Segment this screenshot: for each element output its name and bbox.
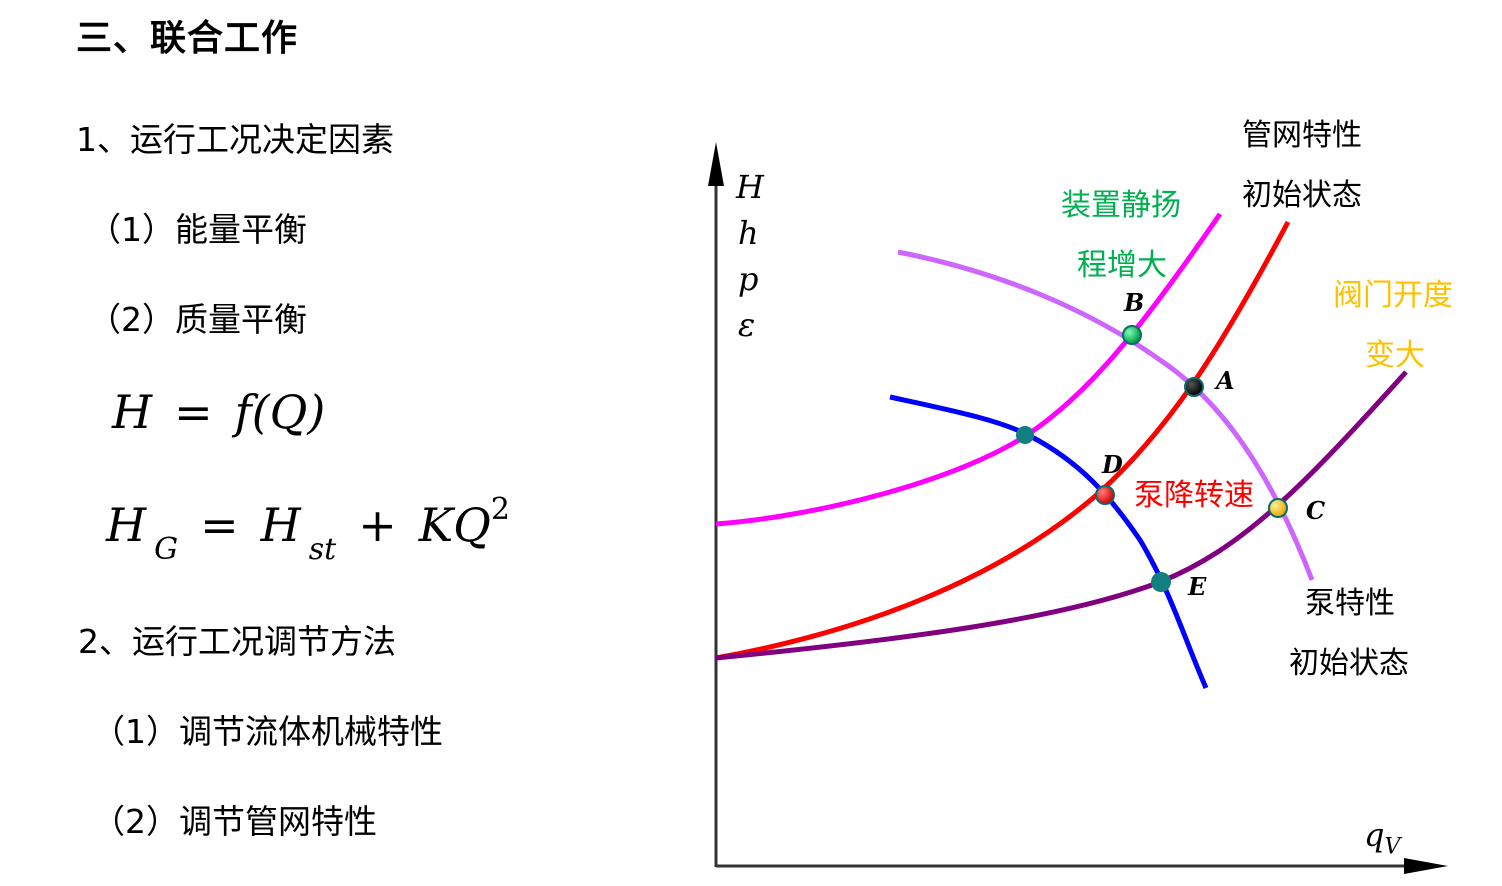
formula1-equals: = [174, 385, 213, 439]
formula-pump-characteristic: H = f(Q) [112, 384, 325, 440]
curve-pipe-valve-opened [715, 370, 1408, 661]
y-axis-label-p: p [738, 260, 759, 298]
formula2-equals: = [200, 498, 239, 552]
page-title: 三、联合工作 [76, 18, 299, 59]
formula2-term1-sub: st [308, 532, 337, 567]
formula1-lhs: H [112, 385, 153, 439]
point-e-label: E [1188, 572, 1207, 601]
y-axis-label-H: H [736, 168, 764, 206]
label-valve-line1: 阀门开度 [1333, 278, 1453, 313]
label-static-head-line2: 程增大 [1077, 248, 1167, 283]
y-axis-label-epsilon: ε [738, 306, 756, 344]
y-axis-label-h: h [738, 214, 759, 252]
label-pipe-initial-line1: 管网特性 [1242, 118, 1362, 153]
x-axis-label-sub: V [1384, 834, 1401, 860]
label-speed-down: 泵降转速 [1134, 478, 1254, 513]
point-unlabeled-marker [1016, 426, 1034, 444]
point-a-marker [1184, 377, 1204, 397]
point-d-label: D [1102, 450, 1123, 479]
point-b-marker [1122, 325, 1142, 345]
formula1-rhs: f(Q) [234, 385, 326, 439]
y-axis-arrow-icon [708, 142, 724, 186]
formula2-lhs: H [106, 498, 147, 552]
point-c-label: C [1306, 496, 1326, 525]
point-e-marker [1151, 572, 1171, 592]
curve-pump-reduced-speed [889, 394, 1209, 690]
x-axis [716, 858, 1448, 874]
x-axis-arrow-icon [1404, 858, 1448, 874]
y-axis [708, 142, 724, 867]
point-c-marker [1268, 498, 1288, 518]
section1-heading: 1、运行工况决定因素 [76, 120, 394, 159]
section2-heading: 2、运行工况调节方法 [78, 622, 396, 661]
formula2-lhs-sub: G [154, 532, 179, 567]
curve-pump-initial [897, 249, 1315, 581]
x-axis-label: qV [1364, 812, 1400, 870]
label-static-head-line1: 装置静扬 [1061, 188, 1181, 223]
label-pump-initial-line2: 初始状态 [1289, 646, 1409, 681]
label-valve-line2: 变大 [1365, 338, 1425, 373]
label-pump-initial-line1: 泵特性 [1305, 586, 1395, 621]
section2-item-pipe: （2）调节管网特性 [92, 802, 377, 841]
formula2-plus: + [358, 498, 397, 552]
point-d-marker [1095, 485, 1115, 505]
x-axis-label-q: q [1364, 816, 1385, 854]
label-pipe-initial-line2: 初始状态 [1242, 178, 1362, 213]
section1-item-energy-balance: （1）能量平衡 [88, 210, 307, 249]
section2-item-machine: （1）调节流体机械特性 [92, 712, 443, 751]
section1-item-mass-balance: （2）质量平衡 [88, 300, 307, 339]
formula2-term2: KQ [418, 498, 491, 552]
point-a-label: A [1216, 366, 1235, 395]
point-b-label: B [1124, 288, 1145, 317]
formula2-term1: H [260, 498, 301, 552]
formula2-term2-sup: 2 [490, 492, 510, 527]
